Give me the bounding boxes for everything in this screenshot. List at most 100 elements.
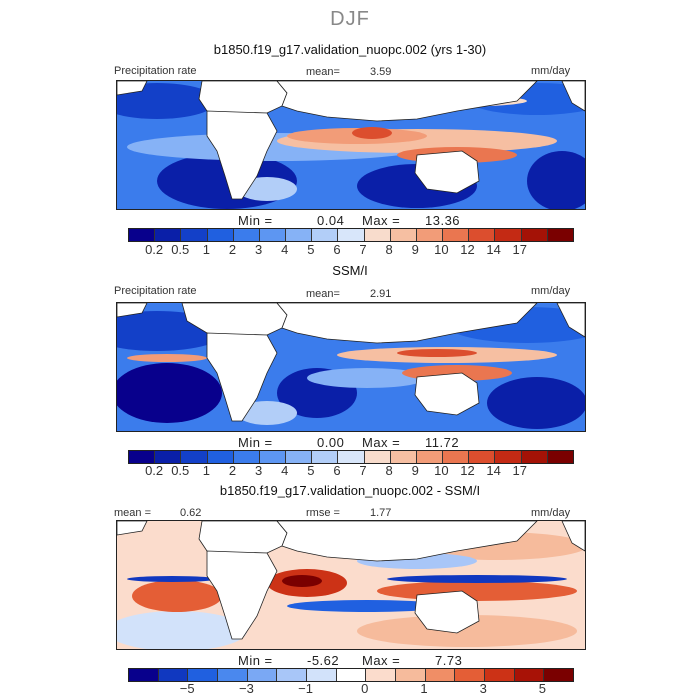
- panel1-map-svg: [117, 81, 585, 209]
- diff-field: [127, 576, 217, 582]
- panel3-colorbar-ticks: −5 −3 −1 0 1 3 5: [128, 681, 572, 697]
- colorbar-swatch: [218, 669, 248, 681]
- panel3-max-value: 7.73: [435, 653, 463, 668]
- colorbar-tick-label: 4: [281, 463, 289, 478]
- colorbar-swatch: [495, 229, 522, 241]
- colorbar-tick-label: 1: [420, 681, 428, 696]
- colorbar-tick-label: 5: [307, 242, 315, 257]
- panel3-min-label: Min =: [238, 653, 273, 668]
- panel3-rmse-label: rmse =: [306, 507, 340, 519]
- panel1-colorbar-ticks: 0.2 0.5 1 2 3 4 5 6 7 8 9 10 12 14 17: [128, 242, 572, 258]
- colorbar-swatch: [469, 451, 496, 463]
- colorbar-swatch: [455, 669, 486, 681]
- precip-field: [487, 377, 585, 429]
- panel3-min-value: -5.62: [307, 653, 340, 668]
- panel2-colorbar: [128, 450, 574, 464]
- colorbar-swatch: [364, 229, 391, 241]
- colorbar-tick-label: 7: [359, 242, 367, 257]
- precip-field: [527, 151, 585, 209]
- colorbar-swatch: [277, 669, 308, 681]
- land-africa: [206, 550, 278, 640]
- panel1-map: [116, 80, 586, 210]
- land-asia: [276, 81, 538, 122]
- colorbar-swatch: [364, 451, 391, 463]
- panel3-mean-value: 0.62: [180, 507, 202, 519]
- panel1-min-value: 0.04: [317, 213, 345, 228]
- colorbar-swatch: [547, 451, 573, 463]
- colorbar-tick-label: 9: [411, 463, 419, 478]
- colorbar-swatch: [338, 451, 365, 463]
- precip-field: [352, 127, 392, 139]
- colorbar-swatch: [312, 229, 339, 241]
- panel1-units: mm/day: [531, 65, 571, 77]
- season-title: DJF: [330, 8, 370, 30]
- panel2-units: mm/day: [531, 285, 571, 297]
- colorbar-swatch: [485, 669, 515, 681]
- panel1-colorbar: [128, 228, 574, 242]
- colorbar-swatch: [207, 229, 234, 241]
- colorbar-swatch: [181, 451, 208, 463]
- colorbar-swatch: [390, 451, 417, 463]
- colorbar-swatch: [155, 451, 182, 463]
- colorbar-tick-label: 17: [512, 242, 527, 257]
- diff-field: [132, 580, 222, 612]
- colorbar-swatch: [312, 451, 339, 463]
- colorbar-tick-label: 12: [460, 242, 475, 257]
- colorbar-tick-label: 1: [202, 242, 210, 257]
- colorbar-swatch: [233, 451, 260, 463]
- panel3-max-label: Max =: [362, 653, 401, 668]
- continents: [117, 303, 585, 422]
- panel2-map-svg: [117, 303, 585, 431]
- precip-field: [237, 401, 297, 425]
- colorbar-swatch: [521, 451, 548, 463]
- colorbar-swatch: [396, 669, 426, 681]
- colorbar-tick-label: 0.5: [171, 463, 190, 478]
- colorbar-swatch: [129, 229, 156, 241]
- colorbar-swatch: [366, 669, 397, 681]
- colorbar-swatch: [181, 229, 208, 241]
- colorbar-tick-label: 1: [202, 463, 210, 478]
- colorbar-tick-label: 17: [512, 463, 527, 478]
- colorbar-tick-label: 3: [254, 242, 263, 257]
- diff-field: [117, 611, 247, 649]
- panel3-mean-label: mean =: [114, 507, 151, 519]
- panel3-map: [116, 520, 586, 650]
- colorbar-swatch: [286, 451, 313, 463]
- panel2-variable-label: Precipitation rate: [114, 285, 197, 297]
- colorbar-swatch: [544, 669, 574, 681]
- panel1-variable-label: Precipitation rate: [114, 65, 197, 77]
- colorbar-tick-label: −5: [179, 681, 195, 696]
- panel2-min-label: Min =: [238, 435, 273, 450]
- panel2-mean-value: 2.91: [370, 288, 392, 300]
- panel3-title: b1850.f19_g17.validation_nuopc.002 - SSM…: [219, 483, 481, 498]
- panel2-max-label: Max =: [362, 435, 401, 450]
- colorbar-tick-label: 0: [361, 681, 369, 696]
- panel3-rmse-value: 1.77: [370, 507, 392, 519]
- land-south-america-edge: [117, 303, 148, 318]
- colorbar-swatch: [129, 669, 159, 681]
- colorbar-tick-label: 2: [228, 463, 237, 478]
- colorbar-swatch: [416, 229, 444, 241]
- colorbar-swatch: [338, 229, 365, 241]
- colorbar-swatch: [521, 229, 548, 241]
- panel2-min-value: 0.00: [317, 435, 345, 450]
- colorbar-tick-label: 14: [486, 242, 501, 257]
- panel3-map-svg: [117, 521, 585, 649]
- panel2-max-value: 11.72: [425, 435, 460, 450]
- colorbar-tick-label: 9: [411, 242, 419, 257]
- continents: [117, 81, 585, 200]
- colorbar-swatch: [158, 669, 189, 681]
- panel1-max-label: Max =: [362, 213, 401, 228]
- colorbar-tick-label: 0.5: [171, 242, 190, 257]
- colorbar-tick-label: 4: [281, 242, 289, 257]
- colorbar-swatch: [425, 669, 456, 681]
- panel2-colorbar-ticks: 0.2 0.5 1 2 3 4 5 6 7 8 9 10 12 14 17: [128, 463, 572, 479]
- colorbar-swatch: [259, 229, 287, 241]
- colorbar-swatch: [247, 669, 278, 681]
- precip-field: [117, 83, 217, 119]
- panel1-title: b1850.f19_g17.validation_nuopc.002 (yrs …: [213, 42, 487, 57]
- colorbar-swatch: [514, 669, 545, 681]
- panel2-map: [116, 302, 586, 432]
- land-australia: [414, 150, 480, 194]
- colorbar-swatch: [286, 229, 313, 241]
